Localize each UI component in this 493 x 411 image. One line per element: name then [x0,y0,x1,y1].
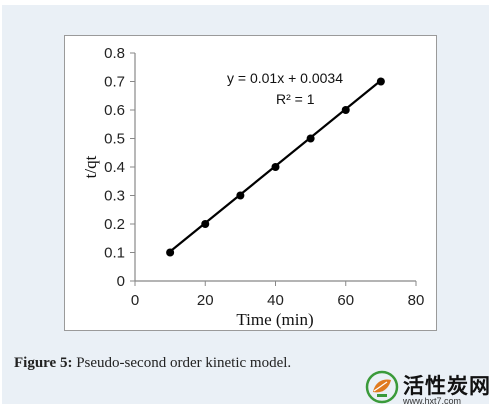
data-point [201,220,210,228]
data-point [236,191,245,200]
y-tick-label: 0.3 [104,188,125,205]
data-point [166,248,175,257]
data-point [271,163,280,171]
x-tick-label: 40 [267,292,284,309]
equation-label: y = 0.01x + 0.0034 [227,70,343,86]
caption-label: Figure 5: [14,355,73,371]
y-tick-label: 0.2 [104,216,125,233]
caption-text: Pseudo-second order kinetic model. [72,355,292,371]
y-tick-label: 0.7 [104,74,125,91]
x-tick-label: 0 [131,292,139,309]
y-axis-title: t/qt [81,155,100,178]
y-tick-label: 0.8 [104,45,125,62]
x-tick-label: 60 [337,292,354,309]
points-group [166,77,385,257]
x-tick-label: 80 [408,292,425,309]
y-tick-label: 0.4 [104,159,125,176]
x-axis-title: Time (min) [236,310,313,329]
y-tick-label: 0 [117,273,125,290]
data-point [376,77,385,86]
figure-caption: Figure 5: Pseudo-second order kinetic mo… [14,355,291,372]
y-tick-label: 0.1 [104,245,125,262]
r-squared-label: R² = 1 [276,91,315,107]
y-tick-label: 0.6 [104,102,125,119]
y-ticks: 0 0.1 0.2 0.3 0.4 0.5 0.6 0.7 0.8 [104,45,135,290]
data-point [306,134,315,143]
leaf-logo-icon [365,370,399,404]
watermark-url: www.hxt7.com [403,396,462,406]
watermark-brand: 活性炭网 [403,374,491,398]
y-tick-label: 0.5 [104,131,125,148]
x-ticks: 0 20 40 60 80 [131,281,425,309]
watermark-logo: 活性炭网 www.hxt7.com [365,370,491,406]
x-tick-label: 20 [197,292,214,309]
data-point [341,106,350,114]
